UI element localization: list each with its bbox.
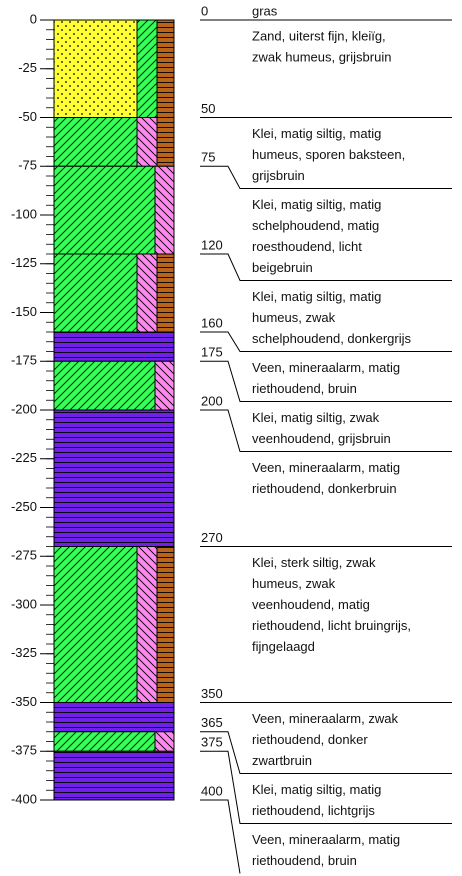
description-line: veenhoudend, grijsbruin (252, 431, 391, 446)
leader-line (200, 166, 452, 188)
layer-pattern (155, 361, 174, 410)
description-line: schelphoudend, matig (252, 218, 379, 233)
layer-pattern (54, 732, 155, 752)
description-line: Klei, matig siltig, matig (252, 126, 381, 141)
y-tick-label: -225 (11, 450, 37, 465)
layer-pattern (155, 732, 174, 752)
description-line: grijsbruin (252, 168, 305, 183)
description-line: roesthoudend, licht (252, 239, 362, 254)
description-line: Veen, mineraalarm, matig (252, 460, 400, 475)
leader-line (200, 254, 452, 281)
description-line: riethoudend, bruin (252, 853, 357, 868)
description-line: Veen, mineraalarm, zwak (252, 711, 398, 726)
depth-label: 350 (201, 686, 223, 701)
layer-pattern (137, 254, 157, 332)
description-line: humeus, sporen baksteen, (252, 147, 405, 162)
description-line: zwartbruin (252, 753, 312, 768)
layer-pattern (157, 254, 174, 332)
y-tick-label: -150 (11, 304, 37, 319)
layer-pattern (157, 118, 174, 167)
depth-label: 160 (201, 315, 223, 330)
layer-pattern (137, 118, 157, 167)
body: 0 -25 -50 -75 -100 -125 -150 -175 -200 -225 -250 -2… (0, 0, 462, 876)
description-line: Klei, sterk siltig, zwak (252, 555, 376, 570)
description-line: Klei, matig siltig, matig (252, 289, 381, 304)
layer-pattern (54, 703, 174, 732)
layer-pattern (54, 361, 155, 410)
description-line: Klei, matig siltig, matig (252, 197, 381, 212)
borehole-log: 0 -25 -50 -75 -100 -125 -150 -175 -200 -225 -250 -2… (0, 0, 462, 876)
depth-label: 0 (201, 3, 208, 18)
y-tick-label: -350 (11, 694, 37, 709)
y-tick-label: -250 (11, 499, 37, 514)
y-tick-label: -275 (11, 548, 37, 563)
y-tick-label: -400 (11, 791, 37, 806)
y-tick-label: -25 (18, 60, 37, 75)
layer-pattern (54, 751, 174, 800)
y-tick-label: -300 (11, 596, 37, 611)
y-tick-label: -175 (11, 353, 37, 368)
layer-pattern (54, 332, 174, 361)
y-tick-label: -125 (11, 255, 37, 270)
description-line: Klei, matig siltig, zwak (252, 410, 380, 425)
description-line: riethoudend, donker (252, 732, 368, 747)
description-line: zwak humeus, grijsbruin (252, 49, 391, 64)
description-line: riethoudend, bruin (252, 381, 357, 396)
description-line: humeus, zwak (252, 310, 336, 325)
description-line: riethoudend, lichtgrijs (252, 803, 375, 818)
layer-pattern (157, 547, 174, 703)
depth-label: 120 (201, 237, 223, 252)
layer-pattern (155, 166, 174, 254)
layer-pattern (54, 166, 155, 254)
depth-label: 200 (201, 393, 223, 408)
y-tick-label: -100 (11, 206, 37, 221)
layer-pattern (157, 20, 174, 118)
depth-label: 270 (201, 530, 223, 545)
y-tick-label: 0 (30, 11, 37, 26)
description-line: fijngelaagd (252, 639, 315, 654)
description-line: Klei, matig siltig, matig (252, 782, 381, 797)
description-line: humeus, zwak (252, 576, 336, 591)
depth-label: 50 (201, 101, 215, 116)
description-line: riethoudend, donkerbruin (252, 481, 397, 496)
annotation: gras (252, 3, 278, 18)
depth-label: 75 (201, 150, 215, 165)
layer-pattern (137, 20, 157, 118)
y-tick-label: -75 (18, 158, 37, 173)
y-tick-label: -200 (11, 401, 37, 416)
layer-pattern (54, 20, 137, 118)
page: {"axis": {"ylim": [0, -400], "yticks": [… (0, 0, 462, 876)
description-line: riethoudend, licht bruingrijs, (252, 618, 411, 633)
y-tick-label: -325 (11, 645, 37, 660)
description-line: schelphoudend, donkergrijs (252, 331, 411, 346)
leader-line (200, 800, 240, 874)
description-line: veenhoudend, matig (252, 597, 370, 612)
depth-label: 375 (201, 735, 223, 750)
layer-pattern (54, 254, 137, 332)
description-line: Veen, mineraalarm, matig (252, 360, 400, 375)
description-line: Zand, uiterst fijn, kleiïg, (252, 28, 386, 43)
y-tick-label: -375 (11, 743, 37, 758)
depth-label: 400 (201, 783, 223, 798)
description-line: beigebruin (252, 260, 313, 275)
depth-label: 365 (201, 715, 223, 730)
y-tick-label: -50 (18, 109, 37, 124)
depth-label: 175 (201, 345, 223, 360)
layer-pattern (54, 118, 137, 167)
layer-pattern (54, 547, 137, 703)
layer-pattern (137, 547, 157, 703)
description-line: Veen, mineraalarm, matig (252, 832, 400, 847)
layer-pattern (54, 410, 174, 547)
